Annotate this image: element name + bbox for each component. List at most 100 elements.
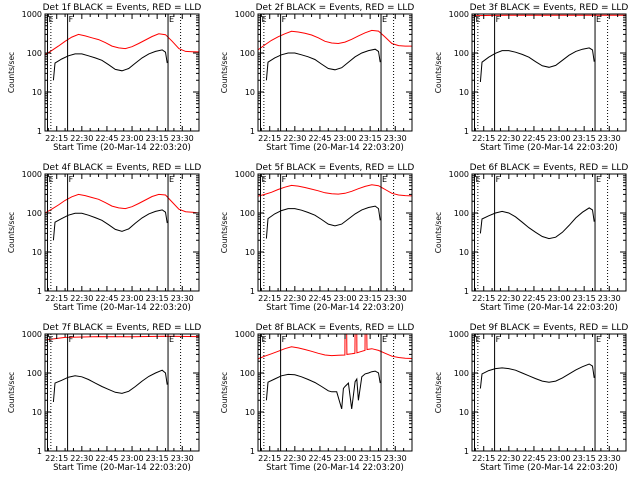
series-events-line <box>52 209 168 241</box>
x-tick-label: 22:15 <box>45 454 68 463</box>
series-lld-line <box>257 184 413 197</box>
time-marker-label: E <box>382 15 387 24</box>
time-marker-label: E <box>169 335 174 344</box>
y-tick-label: 1000 <box>449 330 469 339</box>
x-tick-label: 22:45 <box>522 454 545 463</box>
plot-frame <box>257 173 413 292</box>
y-tick-label: 10 <box>245 408 255 417</box>
chart-title: Det 3f BLACK = Events, RED = LLD <box>470 3 629 13</box>
y-tick-label: 1000 <box>22 170 42 179</box>
plot-frame <box>471 13 627 132</box>
y-tick-label: 1 <box>250 287 255 296</box>
x-axis-label: Start Time (20-Mar-14 22:03:20) <box>266 303 404 313</box>
time-marker-label: F <box>282 335 287 344</box>
x-tick-label: 23:00 <box>121 454 144 463</box>
y-tick-label: 10 <box>32 88 42 97</box>
time-marker-label: E <box>476 15 481 24</box>
time-marker-label: E <box>169 15 174 24</box>
x-axis-label: Start Time (20-Mar-14 22:03:20) <box>266 463 404 473</box>
chart-panel-8: Det 8f BLACK = Events, RED = LLD E F E 1 10 10… <box>220 323 414 473</box>
y-axis-label: Counts/sec <box>434 372 443 413</box>
x-tick-label: 23:30 <box>384 134 407 143</box>
y-tick-label: 100 <box>240 49 255 58</box>
x-tick-label: 23:15 <box>573 134 596 143</box>
y-tick-label: 1000 <box>449 10 469 19</box>
y-tick-label: 1000 <box>235 330 255 339</box>
time-marker-label: E <box>49 175 54 184</box>
x-tick-label: 22:30 <box>497 454 520 463</box>
x-tick-label: 22:15 <box>472 134 495 143</box>
series-events-line <box>479 363 595 389</box>
time-marker-label: F <box>69 175 74 184</box>
chart-panel-4: Det 4f BLACK = Events, RED = LLD E F E 1 10 10… <box>7 163 201 313</box>
x-tick-label: 23:00 <box>121 134 144 143</box>
x-tick-label: 23:30 <box>171 134 194 143</box>
x-tick-label: 22:45 <box>95 294 118 303</box>
time-marker-label: F <box>282 15 287 24</box>
x-tick-label: 23:00 <box>548 134 571 143</box>
y-tick-label: 10 <box>32 248 42 257</box>
x-tick-label: 22:45 <box>308 294 331 303</box>
chart-panel-5: Det 5f BLACK = Events, RED = LLD E F E 1 10 10… <box>220 163 414 313</box>
x-tick-label: 23:15 <box>146 134 169 143</box>
series-events-line <box>479 207 595 240</box>
x-tick-label: 22:30 <box>70 134 93 143</box>
chart-title: Det 7f BLACK = Events, RED = LLD <box>43 323 202 333</box>
x-tick-label: 22:30 <box>283 134 306 143</box>
x-tick-label: 22:15 <box>472 454 495 463</box>
y-tick-label: 10 <box>459 88 469 97</box>
y-axis-label: Counts/sec <box>434 52 443 93</box>
chart-panel-7: Det 7f BLACK = Events, RED = LLD E F E 1 10 10… <box>7 323 201 473</box>
plot-frame <box>257 333 413 452</box>
time-marker-label: E <box>596 335 601 344</box>
x-tick-label: 22:30 <box>497 134 520 143</box>
y-axis-label: Counts/sec <box>220 212 229 253</box>
series-events-line <box>265 370 381 410</box>
time-marker-label: E <box>262 335 267 344</box>
x-tick-label: 23:30 <box>171 454 194 463</box>
chart-title: Det 8f BLACK = Events, RED = LLD <box>256 323 415 333</box>
x-tick-label: 23:15 <box>359 134 382 143</box>
x-tick-label: 23:00 <box>334 454 357 463</box>
time-marker-label: E <box>49 335 54 344</box>
plot-frame <box>44 333 200 452</box>
time-marker-label: E <box>262 175 267 184</box>
chart-title: Det 9f BLACK = Events, RED = LLD <box>470 323 629 333</box>
series-lld-line <box>257 29 412 51</box>
plot-frame <box>44 173 200 292</box>
chart-title: Det 2f BLACK = Events, RED = LLD <box>256 3 415 13</box>
y-tick-label: 10 <box>459 408 469 417</box>
time-marker-label: E <box>596 175 601 184</box>
x-tick-label: 23:15 <box>146 294 169 303</box>
x-tick-label: 22:45 <box>95 454 118 463</box>
time-marker-label: F <box>496 15 501 24</box>
x-tick-label: 23:00 <box>334 134 357 143</box>
x-tick-label: 23:15 <box>573 454 596 463</box>
chart-panel-2: Det 2f BLACK = Events, RED = LLD E F E 1 10 10… <box>220 3 414 153</box>
x-tick-label: 23:30 <box>598 294 621 303</box>
series-events-line <box>52 369 168 403</box>
x-tick-label: 23:15 <box>573 294 596 303</box>
x-tick-label: 22:30 <box>283 294 306 303</box>
x-tick-label: 23:00 <box>548 294 571 303</box>
y-tick-label: 1000 <box>235 170 255 179</box>
y-tick-label: 1000 <box>449 170 469 179</box>
x-tick-label: 22:45 <box>308 454 331 463</box>
y-tick-label: 1 <box>37 287 42 296</box>
x-tick-label: 22:45 <box>95 134 118 143</box>
y-axis-label: Counts/sec <box>7 372 16 413</box>
y-tick-label: 10 <box>245 88 255 97</box>
y-tick-label: 1 <box>464 287 469 296</box>
chart-title: Det 1f BLACK = Events, RED = LLD <box>43 3 202 13</box>
x-tick-label: 22:45 <box>522 294 545 303</box>
x-axis-label: Start Time (20-Mar-14 22:03:20) <box>480 143 618 153</box>
x-tick-label: 22:15 <box>258 294 281 303</box>
y-tick-label: 100 <box>240 209 255 218</box>
chart-title: Det 6f BLACK = Events, RED = LLD <box>470 163 629 173</box>
y-tick-label: 1 <box>37 447 42 456</box>
time-marker-label: E <box>476 335 481 344</box>
plot-frame <box>471 333 627 452</box>
time-marker-label: E <box>169 175 174 184</box>
x-axis-label: Start Time (20-Mar-14 22:03:20) <box>53 143 191 153</box>
